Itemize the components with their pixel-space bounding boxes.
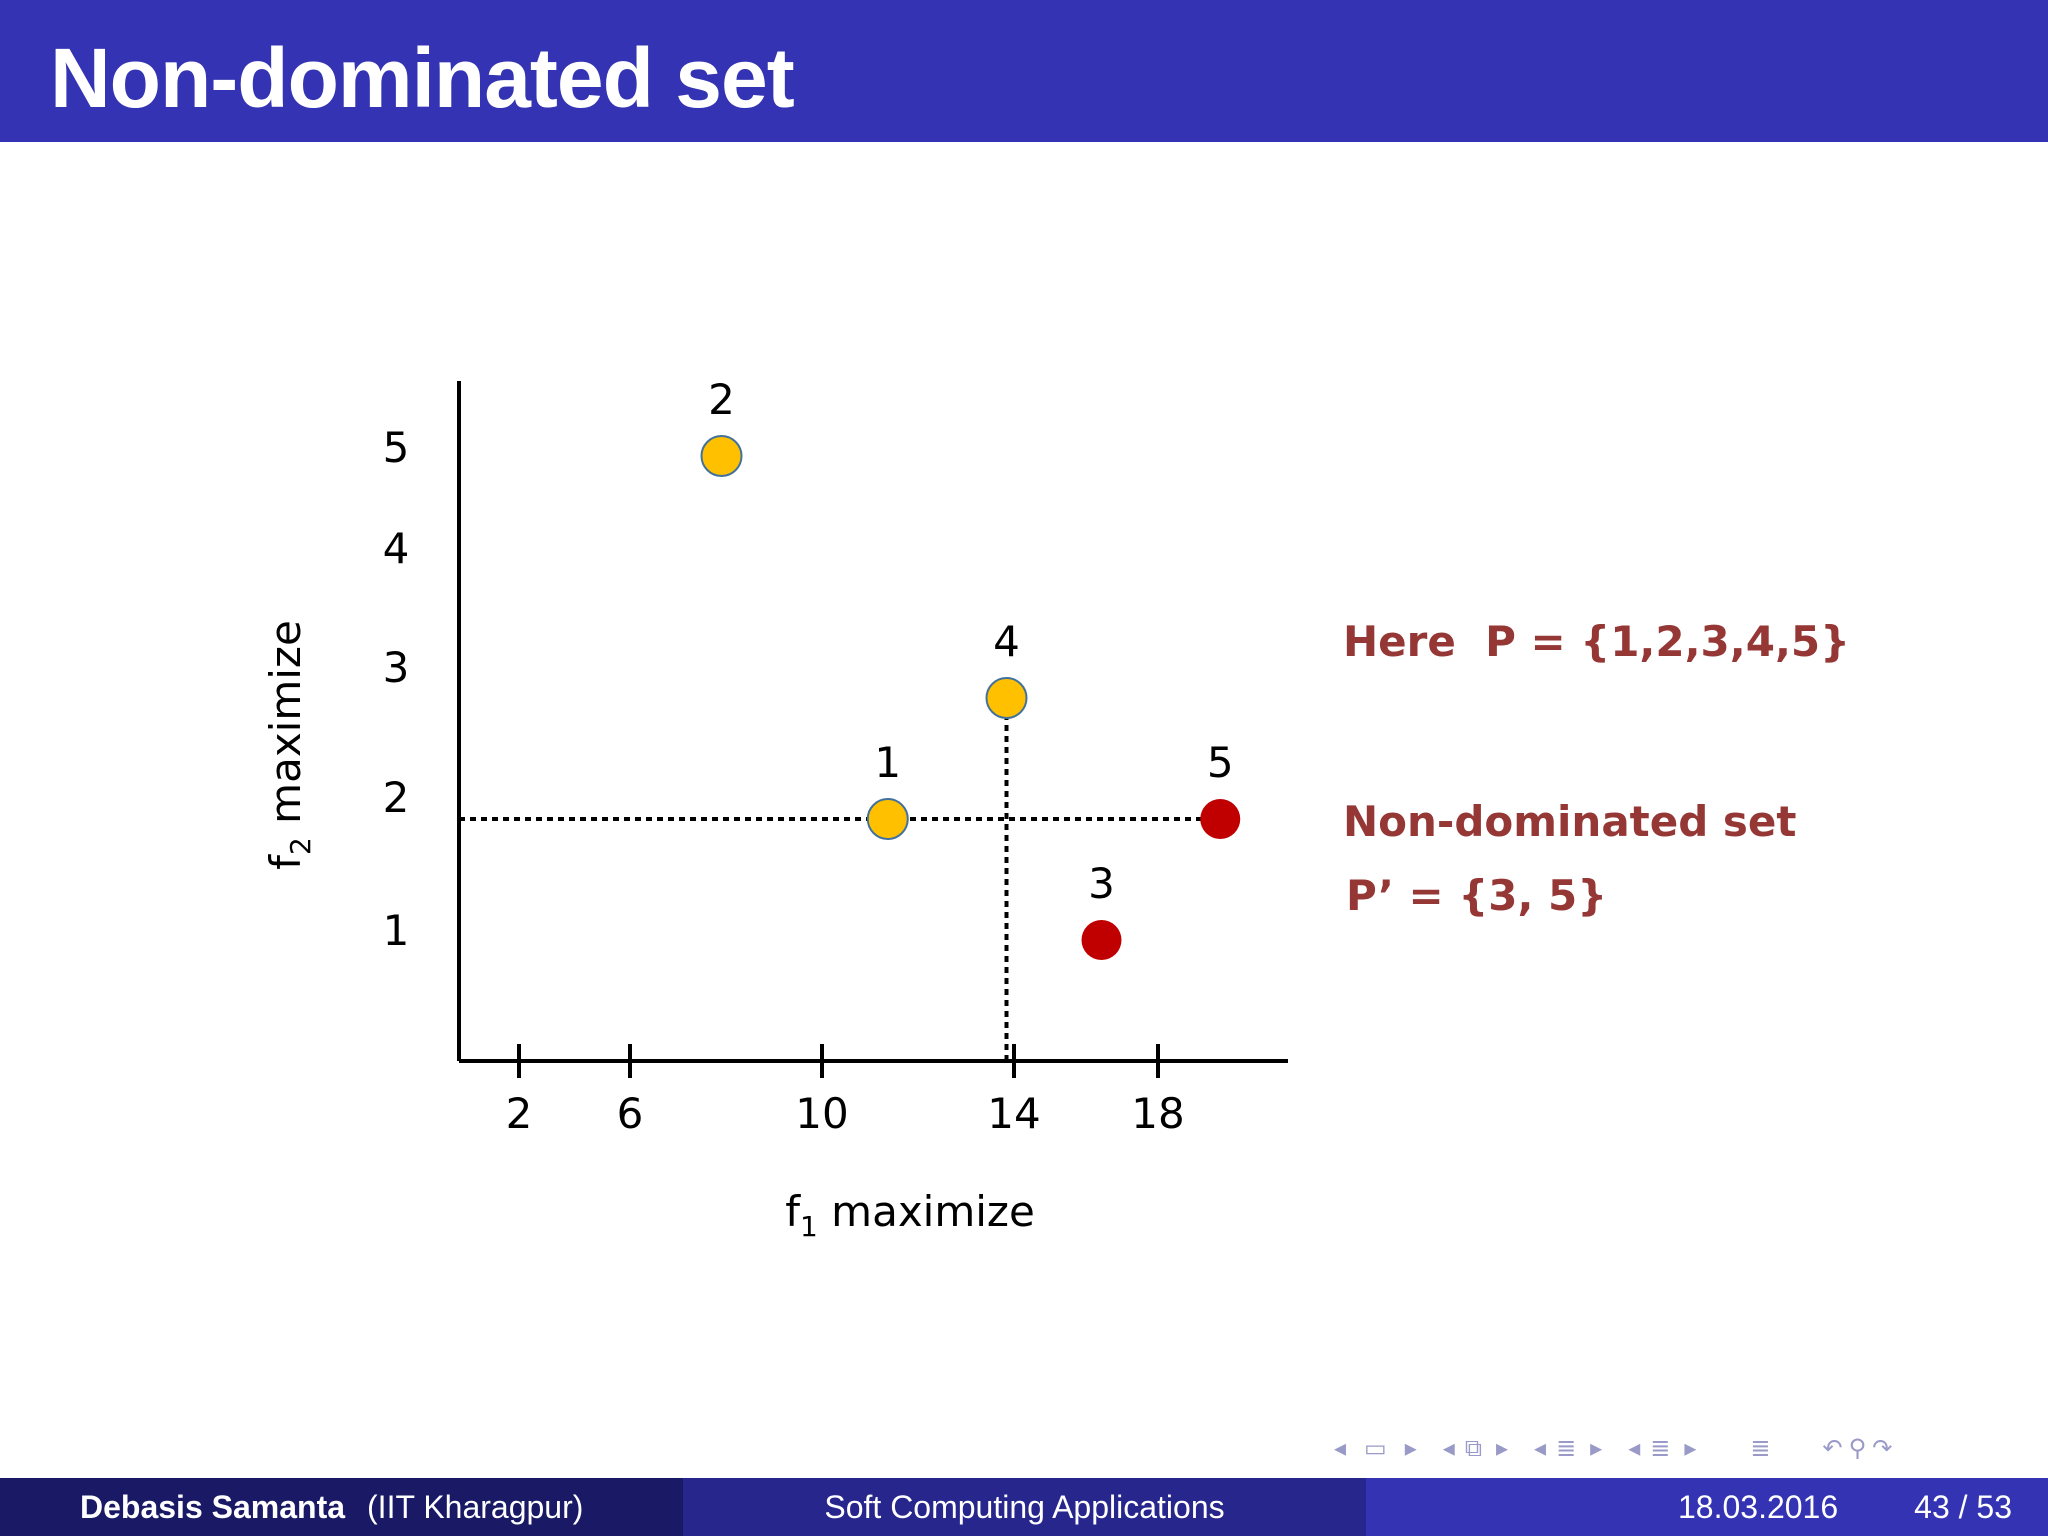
point-label-1: 1 (874, 738, 901, 787)
non-dominated-title: Non-dominated set (1343, 797, 1797, 846)
beamer-navigation: ◂ ▭ ▸ ◂ ⧉ ▸ ◂ ≣ ▸ ◂ ≣ ▸ ≣ ↶ ⚲ ↷ (1334, 1432, 1892, 1464)
footer-page-number: 43 / 53 (1914, 1488, 2012, 1525)
point-1 (866, 798, 909, 840)
arrow-right-icon[interactable]: ▸ (1495, 1434, 1509, 1462)
point-5 (1200, 799, 1241, 839)
arrow-left-icon[interactable]: ◂ (1442, 1434, 1455, 1462)
non-dominated-set: P’ = {3, 5} (1346, 871, 1608, 920)
footer-course-section: Soft Computing Applications (683, 1478, 1366, 1536)
y-tick-label: 3 (383, 643, 410, 692)
slide-icon[interactable]: ≣ (1650, 1434, 1671, 1462)
point-4 (985, 677, 1028, 719)
x-axis-label: f1 maximize (785, 1187, 1035, 1243)
redo-icon[interactable]: ↷ (1872, 1434, 1893, 1462)
footer-author: Debasis Samanta (80, 1488, 346, 1525)
set-p-label: Here P = {1,2,3,4,5} (1343, 617, 1851, 666)
toc-icon[interactable]: ≣ (1750, 1434, 1771, 1462)
y-tick-label: 4 (383, 524, 410, 573)
point-2 (700, 435, 743, 477)
arrow-left-icon[interactable]: ◂ (1628, 1434, 1641, 1462)
point-label-3: 3 (1088, 859, 1115, 908)
x-tick-label: 10 (795, 1089, 848, 1138)
frame-icon[interactable]: ▭ (1364, 1434, 1387, 1462)
y-tick-label: 5 (383, 423, 410, 472)
search-icon[interactable]: ⚲ (1848, 1434, 1867, 1462)
point-label-2: 2 (708, 375, 735, 424)
subsection-icon[interactable]: ⧉ (1464, 1434, 1482, 1462)
x-tick-label: 6 (617, 1089, 644, 1138)
x-tick-label: 14 (987, 1089, 1040, 1138)
title-bar: Non-dominated set (0, 0, 2048, 142)
arrow-left-icon[interactable]: ◂ (1334, 1434, 1347, 1462)
y-tick-label: 2 (383, 773, 410, 822)
arrow-right-icon[interactable]: ▸ (1590, 1434, 1603, 1462)
point-3 (1081, 920, 1122, 960)
footer-author-section: Debasis Samanta (IIT Kharagpur) (0, 1478, 683, 1536)
arrow-right-icon[interactable]: ▸ (1404, 1434, 1417, 1462)
y-axis-label: f2 maximize (261, 620, 317, 870)
undo-icon[interactable]: ↶ (1822, 1434, 1843, 1462)
x-tick-label: 18 (1131, 1089, 1184, 1138)
arrow-right-icon[interactable]: ▸ (1684, 1434, 1697, 1462)
section-icon[interactable]: ≣ (1556, 1434, 1577, 1462)
footer-date-section: 18.03.2016 43 / 53 (1366, 1478, 2048, 1536)
y-tick-label: 1 (383, 906, 410, 955)
footer-course: Soft Computing Applications (824, 1488, 1225, 1525)
point-label-5: 5 (1207, 738, 1234, 787)
point-label-4: 4 (993, 617, 1020, 666)
arrow-left-icon[interactable]: ◂ (1534, 1434, 1547, 1462)
slide-title: Non-dominated set (50, 31, 795, 125)
footer-affiliation: (IIT Kharagpur) (367, 1488, 584, 1525)
footer: Debasis Samanta (IIT Kharagpur) Soft Com… (0, 1478, 2048, 1536)
footer-date: 18.03.2016 (1677, 1488, 1839, 1525)
x-tick-label: 2 (506, 1089, 533, 1138)
